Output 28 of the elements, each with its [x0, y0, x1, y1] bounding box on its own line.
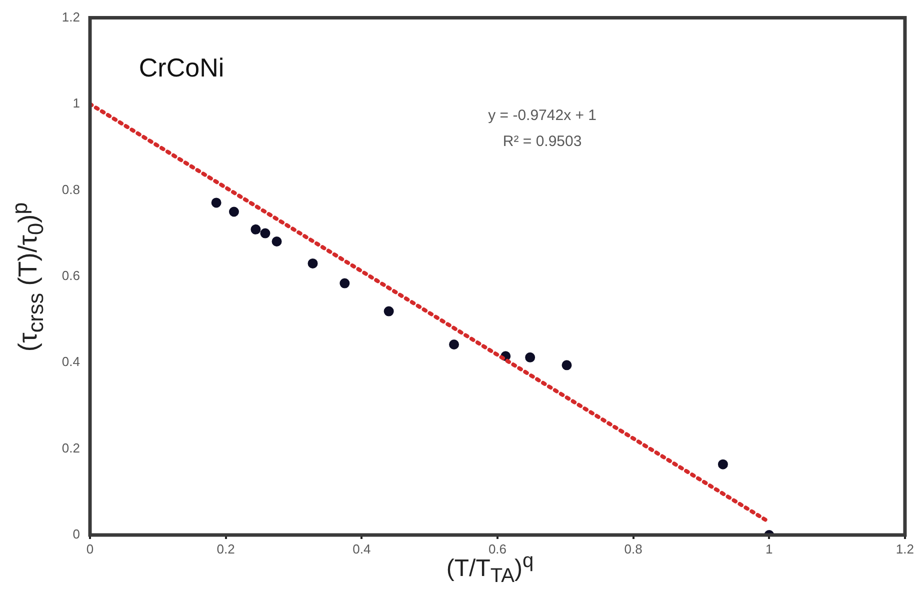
- point: [250, 224, 261, 234]
- point: [228, 206, 239, 217]
- point: [449, 340, 460, 350]
- point: [272, 236, 282, 246]
- point: [340, 278, 350, 288]
- annotation: y = -0.9742x + 1: [488, 107, 597, 124]
- y-tick-label: 0.6: [62, 268, 80, 283]
- x-tick-label: 1: [766, 541, 773, 556]
- y-tick-label: 0.2: [62, 440, 80, 456]
- point: [718, 459, 728, 470]
- y-tick-label: 0.8: [62, 182, 80, 197]
- annotation: CrCoNi: [138, 52, 224, 83]
- point: [308, 258, 318, 268]
- y-tick-label: 1.2: [62, 9, 80, 24]
- point: [260, 228, 270, 238]
- x-tick-label: 0.2: [216, 541, 235, 556]
- point: [525, 352, 536, 362]
- y-tick-label: 0.4: [62, 354, 80, 370]
- point: [211, 198, 222, 208]
- y-tick-label: 0: [72, 526, 80, 542]
- y-tick-label: 1: [72, 96, 80, 111]
- x-tick-label: 0: [86, 541, 94, 556]
- x-tick-label: 0.8: [624, 541, 642, 556]
- point: [562, 360, 572, 370]
- point: [384, 306, 394, 316]
- x-tick-label: 0.4: [352, 541, 371, 556]
- x-tick-label: 1.2: [896, 541, 914, 556]
- annotation: R² = 0.9503: [502, 133, 582, 150]
